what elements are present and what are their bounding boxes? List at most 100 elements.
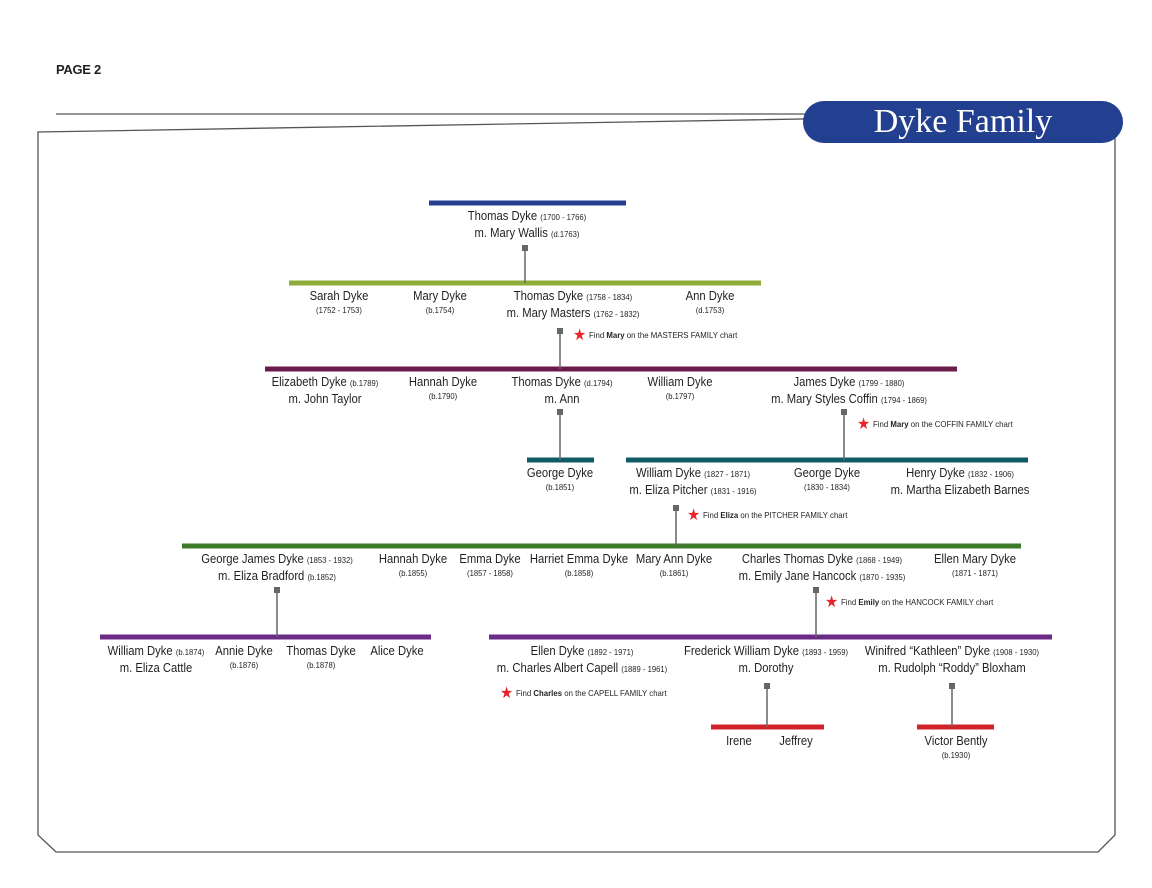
person-name-line: Henry Dyke (1832 - 1906) [891, 465, 1030, 482]
person-dates: (b.1878) [306, 660, 336, 670]
person-name: Hannah Dyke [378, 552, 448, 566]
person-name: Emma Dyke [459, 552, 521, 566]
spouse-name: m. Eliza Bradford [218, 569, 305, 583]
note-person: Charles [533, 688, 563, 698]
spouse-name: m. Mary Wallis [474, 226, 548, 240]
parent-child-connector [522, 245, 528, 283]
note-prefix: Find [515, 688, 532, 698]
person-name: George Dyke [526, 466, 594, 480]
person-dates: (d.1753) [695, 305, 725, 315]
person-name: Thomas Dyke [286, 644, 356, 658]
person-victor-bently: Victor Bently (b.1930) [925, 733, 988, 761]
person-alice-dyke: Alice Dyke [370, 643, 423, 659]
person-name: Charles Thomas Dyke [741, 552, 854, 566]
person-name-line: Ellen Mary Dyke [934, 551, 1016, 567]
person-name: Frederick William Dyke [683, 644, 799, 658]
spouse-dates: (b.1852) [307, 572, 336, 582]
note-text: on the PITCHER FAMILY chart [740, 510, 848, 520]
spouse-line: m. Ann [511, 391, 612, 407]
spouse-line: m. Mary Masters (1762 - 1832) [507, 305, 640, 322]
person-name-line: William Dyke (1827 - 1871) [629, 465, 756, 482]
person-thomas-dyke: Thomas Dyke (1758 - 1834) m. Mary Masters… [507, 288, 640, 322]
person-dates: (1799 - 1880) [858, 378, 905, 388]
person-winifred-kathleen-dyke: Winifred “Kathleen” Dyke (1908 - 1930) m.… [865, 643, 1039, 676]
person-name: Ellen Mary Dyke [934, 552, 1016, 566]
person-name: Irene [726, 734, 752, 748]
person-dates: (1892 - 1971) [587, 647, 634, 657]
person-irene: Irene [726, 733, 752, 749]
note-prefix: Find [872, 419, 889, 429]
person-william-dyke: William Dyke (1827 - 1871) m. Eliza Pitch… [629, 465, 756, 499]
person-emma-dyke: Emma Dyke (1857 - 1858) [459, 551, 520, 579]
person-name: Annie Dyke [215, 644, 273, 658]
person-name: Mary Dyke [413, 289, 467, 303]
person-name-line: Ann Dyke [686, 288, 735, 304]
cross-reference-note: ★ Find Mary on the COFFIN FAMILY chart [857, 414, 1013, 434]
generation-bar [100, 634, 431, 640]
spouse-name: m. Mary Masters [506, 306, 591, 320]
spouse-line: m. John Taylor [272, 391, 379, 407]
person-name-line: Mary Ann Dyke [636, 551, 712, 567]
spouse-dates: (1889 - 1961) [621, 664, 668, 674]
spouse-dates: (1794 - 1869) [880, 395, 927, 405]
person-dates: (1871 - 1871) [952, 568, 998, 578]
note-prefix: Find [840, 597, 857, 607]
person-ellen-dyke: Ellen Dyke (1892 - 1971) m. Charles Alber… [497, 643, 667, 677]
person-charles-thomas-dyke: Charles Thomas Dyke (1868 - 1949) m. Emil… [739, 551, 906, 585]
person-dates: (b.1858) [564, 568, 594, 578]
person-frederick-william-dyke: Frederick William Dyke (1893 - 1959) m. D… [684, 643, 848, 676]
spouse-dates: (d.1763) [550, 229, 580, 239]
person-name: Harriet Emma Dyke [529, 552, 629, 566]
spouse-line: m. Rudolph “Roddy” Bloxham [865, 660, 1039, 676]
person-dates: (b.1851) [545, 482, 575, 492]
person-thomas-dyke: Thomas Dyke (b.1878) [286, 643, 355, 671]
person-name: Thomas Dyke [513, 289, 584, 303]
person-name-line: Jeffrey [779, 733, 813, 749]
note-person: Mary [890, 419, 909, 429]
parent-child-connector [764, 683, 770, 727]
person-dates: (1908 - 1930) [993, 647, 1040, 657]
person-george-dyke: George Dyke (1830 - 1834) [794, 465, 860, 493]
person-name-line: Thomas Dyke (1700 - 1766) [468, 208, 586, 225]
person-dates: (1857 - 1858) [467, 568, 513, 578]
page-label: PAGE 2 [56, 62, 101, 77]
person-name-line: Thomas Dyke (1758 - 1834) [507, 288, 640, 305]
star-icon: ★ [573, 327, 587, 344]
person-dates: (1893 - 1959) [802, 647, 849, 657]
person-name-line: Harriet Emma Dyke [530, 551, 628, 567]
spouse-line: m. Eliza Cattle [108, 660, 205, 676]
star-icon: ★ [687, 507, 701, 524]
person-name-line: Alice Dyke [370, 643, 423, 659]
person-name-line: William Dyke [647, 374, 712, 390]
person-name: George James Dyke [201, 552, 304, 566]
parent-child-connector [841, 409, 847, 460]
note-prefix: Find [588, 330, 605, 340]
generation-bar [917, 724, 994, 730]
parent-child-connector [813, 587, 819, 637]
person-thomas-dyke: Thomas Dyke (1700 - 1766) m. Mary Wallis … [468, 208, 586, 242]
person-name-line: George James Dyke (1853 - 1932) [201, 551, 353, 568]
spouse-line: m. Charles Albert Capell (1889 - 1961) [497, 660, 667, 677]
generation-bar [265, 366, 957, 372]
person-name-line: James Dyke (1799 - 1880) [771, 374, 927, 391]
person-name: Ann Dyke [685, 289, 735, 303]
generation-bar [182, 543, 1021, 549]
spouse-line: m. Emily Jane Hancock (1870 - 1935) [739, 568, 906, 585]
person-william-dyke: William Dyke (b.1874) m. Eliza Cattle [108, 643, 205, 676]
person-name-line: Elizabeth Dyke (b.1789) [272, 374, 379, 391]
spouse-line: m. Mary Wallis (d.1763) [468, 225, 586, 242]
cross-reference-note: ★ Find Eliza on the PITCHER FAMILY chart [687, 505, 847, 525]
person-name: Victor Bently [924, 734, 988, 748]
person-name: William Dyke [107, 644, 173, 658]
person-name-line: Sarah Dyke [310, 288, 369, 304]
person-thomas-dyke: Thomas Dyke (d.1794) m. Ann [511, 374, 612, 407]
person-name: Mary Ann Dyke [635, 552, 713, 566]
person-name-line: Hannah Dyke [409, 374, 477, 390]
person-hannah-dyke: Hannah Dyke (b.1855) [379, 551, 447, 579]
person-name: Henry Dyke [906, 466, 965, 480]
parent-child-connector [673, 505, 679, 546]
person-dates: (b.1874) [175, 647, 205, 657]
person-name: George Dyke [793, 466, 861, 480]
parent-child-connector [949, 683, 955, 727]
note-text: on the COFFIN FAMILY chart [910, 419, 1013, 429]
